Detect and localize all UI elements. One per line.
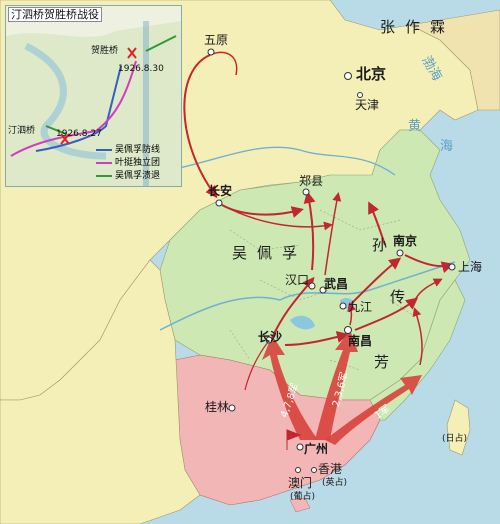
city-markers xyxy=(207,48,456,473)
label-hankou: 汉口 xyxy=(285,273,310,287)
yellow-river xyxy=(169,146,396,176)
legend-yeting: 叶挺独立团 xyxy=(96,158,160,168)
land-east-coast xyxy=(369,279,466,421)
label-sea-huang: 黄 xyxy=(408,119,422,134)
city-dot-hankou xyxy=(308,282,316,290)
inset-date-1: 1926.8.30 xyxy=(118,64,164,74)
city-dot-wuyuan xyxy=(207,48,215,56)
city-dot-nanchang xyxy=(344,326,352,334)
city-dot-changsha xyxy=(265,336,273,344)
label-taiwan-occ: (日占) xyxy=(442,434,468,444)
route-nanchang-east xyxy=(354,297,419,331)
label-fang: 芳 xyxy=(374,353,390,371)
city-dot-macau xyxy=(295,467,301,473)
label-jiujiang: 九江 xyxy=(348,300,373,314)
label-tianjin: 天津 xyxy=(355,98,380,112)
city-dot-shanghai xyxy=(448,263,456,271)
inset-yeting-route xyxy=(10,60,137,157)
inset-battle-mark-hesheng xyxy=(127,47,137,59)
inset-map: 汀泗桥贺胜桥战役 贺胜桥 1926.8.30 汀泗桥 1926.8.27 吴佩孚… xyxy=(5,5,182,187)
route-guangdong-west xyxy=(244,341,269,391)
label-nanchang: 南昌 xyxy=(348,334,373,348)
army-arrow-4-7-8 xyxy=(262,335,318,440)
route-wuchang-north xyxy=(324,192,342,276)
label-xian: 长安 xyxy=(208,184,233,198)
label-hongkong: 香港 xyxy=(318,462,343,476)
legend-label-wu-defense: 吴佩孚防线 xyxy=(115,145,161,155)
inset-label-heshengqiao: 贺胜桥 xyxy=(91,46,119,56)
legend-wu-defense: 吴佩孚防线 xyxy=(96,145,160,155)
label-guilin: 桂林 xyxy=(205,400,230,414)
label-nanjing: 南京 xyxy=(393,234,418,248)
city-dot-hongkong xyxy=(311,467,317,473)
city-dot-jiujiang xyxy=(339,302,347,310)
route-nanchang-jiujiang xyxy=(347,302,356,326)
legend-wu-retreat: 吴佩孚溃退 xyxy=(96,171,160,181)
route-changsha-nanchang xyxy=(284,331,349,346)
route-nanjing-shanghai xyxy=(404,254,454,274)
route-wuyuan-xian xyxy=(183,54,218,199)
label-guangzhou: 广州 xyxy=(304,442,329,456)
label-hongkong-occ: (英占) xyxy=(322,478,348,488)
city-dot-guangzhou xyxy=(296,443,304,451)
inset-wu-defense-line xyxy=(35,65,122,152)
yangtze-river xyxy=(159,261,456,331)
label-changsha: 长沙 xyxy=(258,330,283,344)
inset-wu-retreat xyxy=(45,35,177,135)
city-dot-guilin xyxy=(228,404,236,412)
route-jiujiang-nanjing xyxy=(349,257,402,306)
inset-base xyxy=(6,6,181,186)
lake xyxy=(290,315,315,330)
label-shanghai: 上海 xyxy=(458,260,483,274)
route-wuchang-zhengzhou xyxy=(303,191,316,271)
city-dot-zhengzhou xyxy=(302,188,310,196)
legend-swatch-green xyxy=(96,175,112,177)
taiwan-island xyxy=(446,399,471,456)
city-dot-tianjin xyxy=(357,92,363,98)
label-wuyuan: 五原 xyxy=(204,33,229,47)
label-zhang-zuolin: 张作霖 xyxy=(380,18,456,36)
land-southwest xyxy=(0,259,201,524)
label-wuchang: 武昌 xyxy=(324,277,349,291)
legend-swatch-magenta xyxy=(96,162,112,164)
guangzhou-flag xyxy=(286,429,302,450)
label-macau-occ: (葡占) xyxy=(290,492,316,502)
city-dot-wuchang xyxy=(319,286,327,294)
route-xian-east2 xyxy=(221,204,333,231)
legend-label-yeting: 叶挺独立团 xyxy=(115,158,161,168)
city-dot-xian xyxy=(215,199,223,207)
route-east-up xyxy=(414,278,443,301)
route-changsha-wuchang xyxy=(271,276,315,339)
inset-title: 汀泗桥贺胜桥战役 xyxy=(8,7,102,22)
inset-date-2: 1926.8.27 xyxy=(56,129,102,139)
label-sea-hai: 海 xyxy=(440,139,454,154)
province-borders xyxy=(229,209,421,371)
label-beijing: 北京 xyxy=(356,65,387,83)
army-arrow-2-3-6 xyxy=(315,330,358,440)
label-macau: 澳门 xyxy=(288,476,313,490)
inset-label-tingsiqiao: 汀泗桥 xyxy=(8,126,36,136)
south-coast-islands xyxy=(289,497,311,513)
legend-swatch-blue xyxy=(96,149,112,151)
city-dot-beijing xyxy=(344,72,352,80)
land-northeast xyxy=(409,9,500,111)
label-chuan: 传 xyxy=(390,288,406,306)
legend-label-wu-retreat: 吴佩孚溃退 xyxy=(115,171,161,181)
route-nanjing-north xyxy=(368,201,386,246)
city-dot-nanjing xyxy=(396,249,404,257)
label-sun: 孙 xyxy=(372,236,388,254)
inset-battle-mark-tingsi xyxy=(60,133,70,145)
label-zhengzhou: 郑县 xyxy=(299,174,324,188)
label-wu-peifu: 吴佩孚 xyxy=(232,244,308,262)
army-arrow-1 xyxy=(325,375,422,445)
route-coast-north xyxy=(412,307,423,366)
